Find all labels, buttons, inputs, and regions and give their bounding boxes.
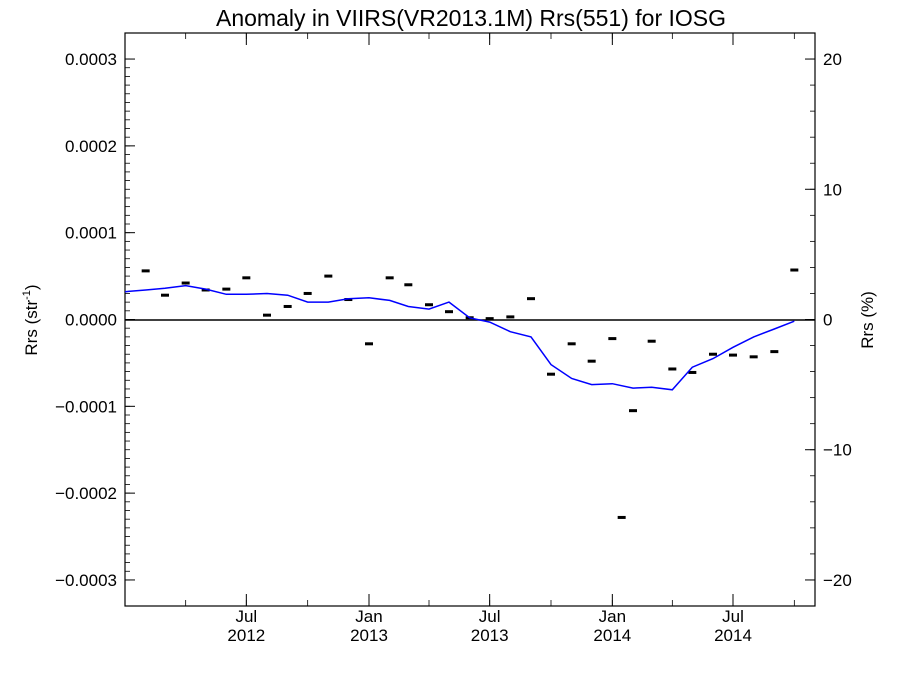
x-tick-month: Jul xyxy=(722,607,744,626)
left-tick-label: 0.0000 xyxy=(65,311,117,330)
left-tick-label: −0.0003 xyxy=(55,571,117,590)
x-tick-year: 2012 xyxy=(227,626,265,645)
data-point xyxy=(567,342,576,346)
data-point xyxy=(749,355,758,359)
data-point xyxy=(181,281,190,285)
data-point xyxy=(263,313,271,317)
left-tick-label: −0.0001 xyxy=(55,397,117,416)
left-tick-label: 0.0003 xyxy=(65,50,117,69)
left-tick-label: 0.0002 xyxy=(65,137,117,156)
data-point xyxy=(425,303,433,307)
data-point xyxy=(324,274,333,278)
data-point xyxy=(222,287,231,291)
data-point xyxy=(770,350,779,354)
data-point xyxy=(344,298,353,302)
data-point xyxy=(385,276,394,280)
x-tick-year: 2013 xyxy=(471,626,509,645)
data-point xyxy=(303,291,312,295)
data-point xyxy=(790,268,799,272)
data-point xyxy=(688,370,697,374)
data-point xyxy=(283,304,292,308)
data-point xyxy=(365,342,373,346)
right-axis-ticks: 20 10 0 −10 −20 xyxy=(805,50,852,590)
data-point xyxy=(201,288,210,292)
chart-title: Anomaly in VIIRS(VR2013.1M) Rrs(551) for… xyxy=(216,5,726,31)
data-point xyxy=(242,276,251,280)
x-tick-year: 2014 xyxy=(714,626,752,645)
data-point xyxy=(547,372,555,376)
right-tick-label: 0 xyxy=(823,311,832,330)
data-point xyxy=(709,352,717,356)
data-point xyxy=(608,337,617,341)
data-point xyxy=(141,269,150,273)
data-point xyxy=(445,310,453,314)
y-axis-label-left-main: Rrs (str xyxy=(22,300,41,356)
data-point xyxy=(506,315,515,319)
data-point xyxy=(668,367,677,371)
data-point xyxy=(485,317,494,321)
series-points xyxy=(141,268,799,519)
y-axis-label-left-sup: -1 xyxy=(21,290,33,300)
y-axis-label-left: Rrs (str-1) xyxy=(21,284,41,355)
data-point xyxy=(617,515,626,519)
x-tick-month: Jul xyxy=(479,607,501,626)
left-tick-label: 0.0001 xyxy=(65,224,117,243)
x-tick-year: 2014 xyxy=(593,626,631,645)
right-tick-label: 10 xyxy=(823,180,842,199)
series-line xyxy=(124,284,795,391)
x-tick-month: Jan xyxy=(599,607,626,626)
right-tick-label: 20 xyxy=(823,50,842,69)
x-tick-month: Jan xyxy=(355,607,382,626)
data-point xyxy=(161,293,169,297)
data-point xyxy=(587,359,596,363)
data-point xyxy=(404,283,413,287)
x-tick-year: 2013 xyxy=(350,626,388,645)
left-tick-label: −0.0002 xyxy=(55,484,117,503)
y-axis-label-left-close: ) xyxy=(22,284,41,290)
right-tick-label: −20 xyxy=(823,571,852,590)
data-point xyxy=(629,409,637,413)
x-tick-month: Jul xyxy=(235,607,257,626)
data-point xyxy=(527,297,535,301)
data-point xyxy=(729,353,737,357)
left-axis-ticks: 0.0003 0.0002 0.0001 0.0000 −0.0001 −0.0002 −0… xyxy=(55,50,135,590)
right-tick-label: −10 xyxy=(823,441,852,460)
y-axis-label-right: Rrs (%) xyxy=(858,291,877,349)
data-point xyxy=(647,339,656,343)
